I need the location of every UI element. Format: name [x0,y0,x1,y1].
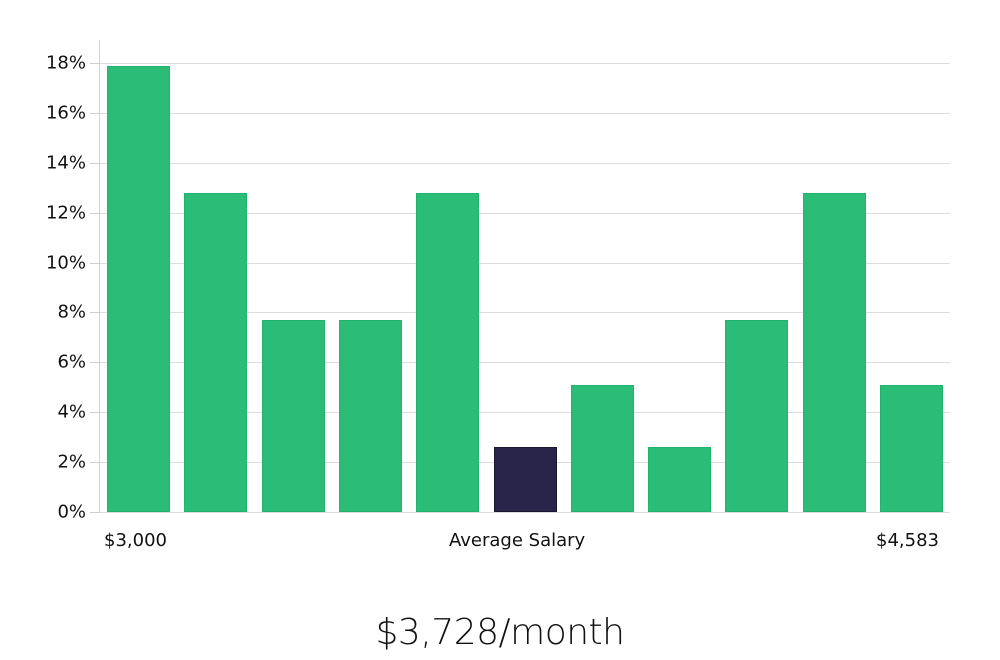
salary-distribution-chart: 0% 2% 4% 6% 8% 10% 12% 14% 16% 18% $3,000 Average… [45,40,950,551]
gridline [92,512,950,513]
y-tick-mark [90,512,100,513]
bar-average-highlight [494,447,557,512]
gridline [92,412,950,413]
y-tick-mark [90,113,100,114]
y-tick-label: 14% [45,152,86,174]
gridline [92,113,950,114]
y-tick-label: 6% [57,351,86,373]
x-axis-title: Average Salary [449,530,586,551]
y-tick-label: 0% [57,501,86,523]
gridline [92,63,950,64]
y-axis-line [99,40,100,513]
y-tick-label: 16% [45,102,86,124]
bar [880,385,943,512]
y-tick-label: 2% [57,451,86,473]
average-salary-summary: $3,728/month [375,612,625,653]
y-tick-mark [90,163,100,164]
x-axis-min-label: $3,000 [104,530,167,551]
gridline [92,263,950,264]
y-tick-label: 18% [45,52,86,74]
y-tick-mark [90,63,100,64]
y-tick-label: 12% [45,202,86,224]
gridline [92,312,950,313]
y-tick-mark [90,462,100,463]
gridline [92,163,950,164]
y-tick-label: 8% [57,301,86,323]
y-tick-mark [90,362,100,363]
bar [107,66,170,512]
y-tick-label: 10% [45,252,86,274]
y-tick-mark [90,312,100,313]
bar [339,320,402,512]
bar [571,385,634,512]
x-axis-max-label: $4,583 [876,530,939,551]
bar [648,447,711,512]
bar [184,193,247,512]
gridline [92,362,950,363]
y-tick-label: 4% [57,401,86,423]
bar [416,193,479,512]
bar [803,193,866,512]
bar [262,320,325,512]
y-tick-mark [90,412,100,413]
gridline [92,213,950,214]
y-tick-mark [90,213,100,214]
bar [725,320,788,512]
y-tick-mark [90,263,100,264]
